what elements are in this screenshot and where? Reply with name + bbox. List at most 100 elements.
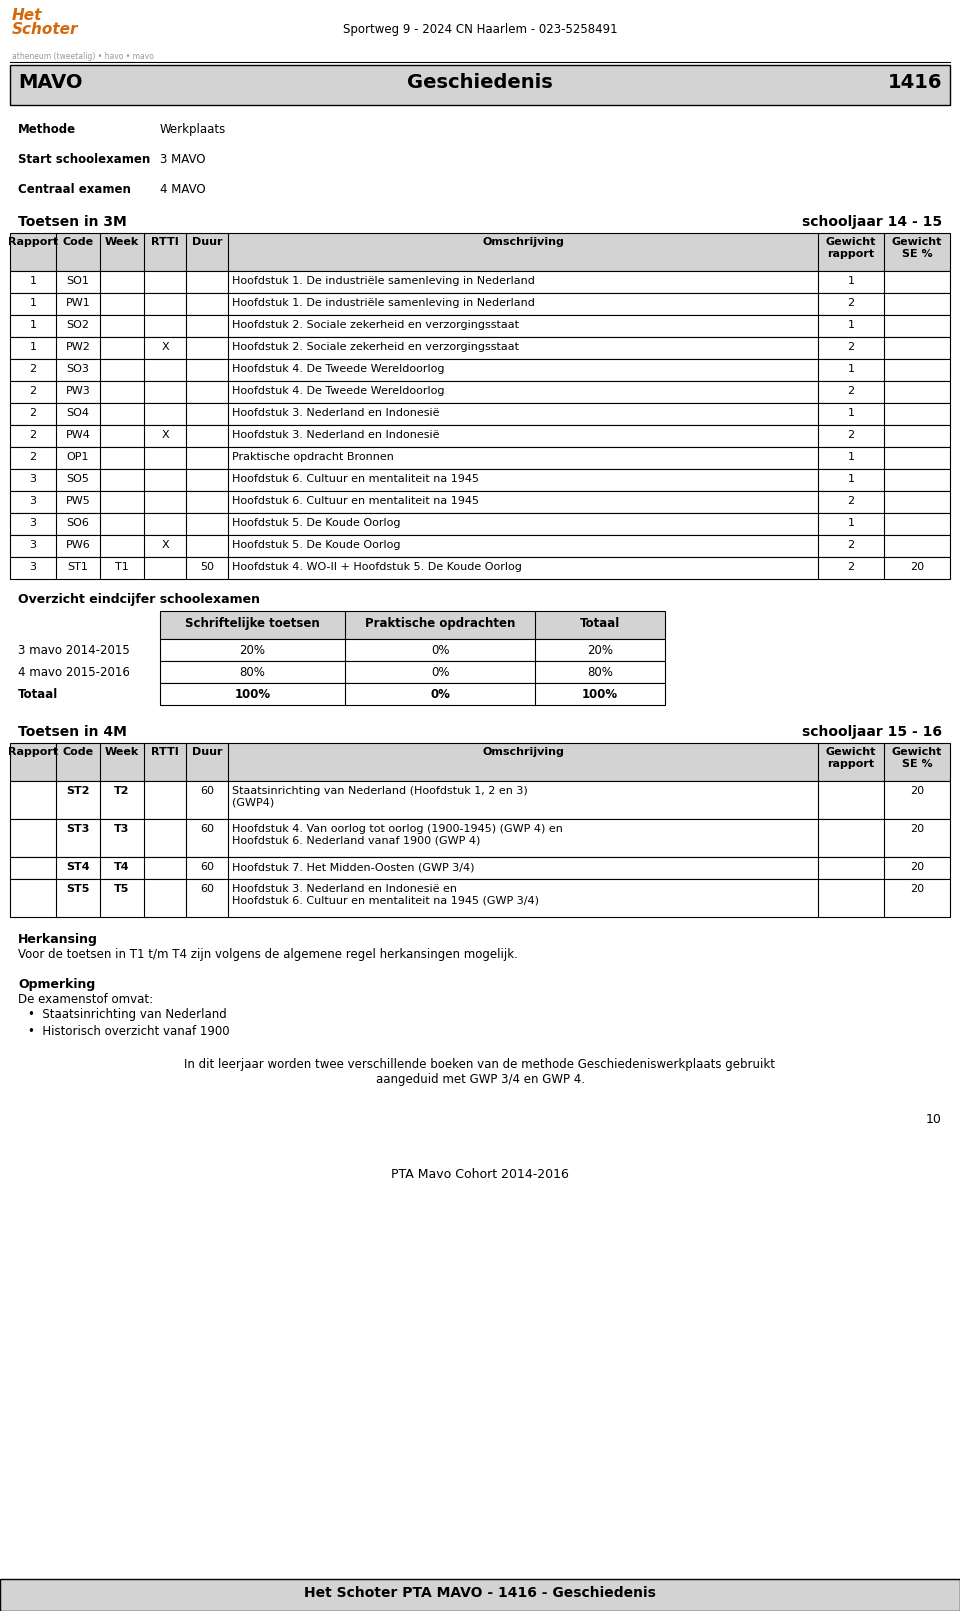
Bar bbox=[160, 611, 665, 640]
Bar bbox=[10, 491, 950, 512]
Text: schooljaar 14 - 15: schooljaar 14 - 15 bbox=[802, 214, 942, 229]
Text: T5: T5 bbox=[114, 884, 130, 894]
Text: Het Schoter PTA MAVO - 1416 - Geschiedenis: Het Schoter PTA MAVO - 1416 - Geschieden… bbox=[304, 1585, 656, 1600]
Bar bbox=[10, 234, 950, 271]
Text: Gewicht
rapport: Gewicht rapport bbox=[826, 237, 876, 259]
Text: 2: 2 bbox=[30, 408, 36, 417]
Text: Totaal: Totaal bbox=[18, 688, 59, 701]
Text: Overzicht eindcijfer schoolexamen: Overzicht eindcijfer schoolexamen bbox=[18, 593, 260, 606]
Polygon shape bbox=[5, 5, 38, 48]
Text: Hoofdstuk 5. De Koude Oorlog: Hoofdstuk 5. De Koude Oorlog bbox=[232, 540, 400, 549]
Text: 1: 1 bbox=[848, 474, 854, 483]
Bar bbox=[10, 359, 950, 380]
Text: 3: 3 bbox=[30, 496, 36, 506]
Text: Hoofdstuk 3. Nederland en Indonesië: Hoofdstuk 3. Nederland en Indonesië bbox=[232, 408, 440, 417]
Bar bbox=[10, 337, 950, 359]
Text: 1: 1 bbox=[30, 275, 36, 287]
Text: T3: T3 bbox=[114, 823, 130, 834]
Text: X: X bbox=[161, 430, 169, 440]
Bar bbox=[10, 316, 950, 337]
Text: 3: 3 bbox=[30, 562, 36, 572]
Text: ST1: ST1 bbox=[67, 562, 88, 572]
Text: PW6: PW6 bbox=[65, 540, 90, 549]
Text: 0%: 0% bbox=[430, 688, 450, 701]
Bar bbox=[10, 271, 950, 293]
Bar bbox=[10, 743, 950, 781]
Text: 3: 3 bbox=[30, 519, 36, 528]
Text: 2: 2 bbox=[848, 430, 854, 440]
Text: RTTI: RTTI bbox=[151, 748, 179, 757]
Text: Duur: Duur bbox=[192, 237, 223, 246]
Text: Schoter: Schoter bbox=[12, 23, 79, 37]
Text: schooljaar 15 - 16: schooljaar 15 - 16 bbox=[802, 725, 942, 739]
Text: Werkplaats: Werkplaats bbox=[160, 122, 227, 135]
Text: atheneum (tweetalig) • havo • mavo: atheneum (tweetalig) • havo • mavo bbox=[12, 52, 154, 61]
Text: 100%: 100% bbox=[582, 688, 618, 701]
Text: 1: 1 bbox=[30, 298, 36, 308]
Text: X: X bbox=[161, 540, 169, 549]
Text: 1: 1 bbox=[848, 408, 854, 417]
Text: PW5: PW5 bbox=[65, 496, 90, 506]
Text: •  Staatsinrichting van Nederland: • Staatsinrichting van Nederland bbox=[28, 1008, 227, 1021]
Text: 1: 1 bbox=[848, 453, 854, 462]
Text: X: X bbox=[161, 342, 169, 351]
Bar bbox=[10, 512, 950, 535]
Text: 20: 20 bbox=[910, 862, 924, 872]
Text: 1: 1 bbox=[848, 275, 854, 287]
Text: 2: 2 bbox=[848, 342, 854, 351]
Text: Hoofdstuk 1. De industriële samenleving in Nederland: Hoofdstuk 1. De industriële samenleving … bbox=[232, 275, 535, 287]
Text: Totaal: Totaal bbox=[580, 617, 620, 630]
Text: Schriftelijke toetsen: Schriftelijke toetsen bbox=[185, 617, 320, 630]
Text: PTA Mavo Cohort 2014-2016: PTA Mavo Cohort 2014-2016 bbox=[391, 1168, 569, 1181]
Text: Gewicht
SE %: Gewicht SE % bbox=[892, 237, 942, 259]
Bar bbox=[10, 446, 950, 469]
Bar bbox=[10, 535, 950, 557]
Text: 2: 2 bbox=[848, 496, 854, 506]
Text: 2: 2 bbox=[848, 562, 854, 572]
Text: T4: T4 bbox=[114, 862, 130, 872]
Text: ST5: ST5 bbox=[66, 884, 89, 894]
Text: Hoofdstuk 2. Sociale zekerheid en verzorgingsstaat: Hoofdstuk 2. Sociale zekerheid en verzor… bbox=[232, 321, 519, 330]
Text: Hoofdstuk 6. Cultuur en mentaliteit na 1945: Hoofdstuk 6. Cultuur en mentaliteit na 1… bbox=[232, 474, 479, 483]
Text: 1416: 1416 bbox=[887, 72, 942, 92]
Text: Week: Week bbox=[105, 237, 139, 246]
Text: 60: 60 bbox=[200, 786, 214, 796]
Bar bbox=[0, 1579, 960, 1611]
Text: SO6: SO6 bbox=[66, 519, 89, 528]
Text: T2: T2 bbox=[114, 786, 130, 796]
Text: 3 MAVO: 3 MAVO bbox=[160, 153, 205, 166]
Bar bbox=[160, 683, 665, 706]
Text: Code: Code bbox=[62, 237, 93, 246]
Text: Hoofdstuk 4. De Tweede Wereldoorlog: Hoofdstuk 4. De Tweede Wereldoorlog bbox=[232, 364, 444, 374]
Text: De examenstof omvat:: De examenstof omvat: bbox=[18, 992, 154, 1005]
Text: Hoofdstuk 4. WO-II + Hoofdstuk 5. De Koude Oorlog: Hoofdstuk 4. WO-II + Hoofdstuk 5. De Kou… bbox=[232, 562, 522, 572]
Text: 20: 20 bbox=[910, 786, 924, 796]
Text: 2: 2 bbox=[30, 364, 36, 374]
Bar bbox=[10, 403, 950, 425]
Bar bbox=[10, 880, 950, 917]
Text: 2: 2 bbox=[848, 540, 854, 549]
Text: 1: 1 bbox=[848, 519, 854, 528]
Text: 2: 2 bbox=[30, 430, 36, 440]
Text: SO2: SO2 bbox=[66, 321, 89, 330]
Text: 50: 50 bbox=[200, 562, 214, 572]
Text: 3: 3 bbox=[30, 474, 36, 483]
Text: 2: 2 bbox=[30, 453, 36, 462]
Text: Praktische opdracht Bronnen: Praktische opdracht Bronnen bbox=[232, 453, 394, 462]
Text: Hoofdstuk 3. Nederland en Indonesië en
Hoofdstuk 6. Cultuur en mentaliteit na 19: Hoofdstuk 3. Nederland en Indonesië en H… bbox=[232, 884, 539, 905]
Bar bbox=[10, 64, 950, 105]
Text: PW4: PW4 bbox=[65, 430, 90, 440]
Text: Omschrijving: Omschrijving bbox=[482, 237, 564, 246]
Text: Praktische opdrachten: Praktische opdrachten bbox=[365, 617, 516, 630]
Text: SO5: SO5 bbox=[66, 474, 89, 483]
Text: 20: 20 bbox=[910, 562, 924, 572]
Text: Toetsen in 4M: Toetsen in 4M bbox=[18, 725, 127, 739]
Bar bbox=[10, 293, 950, 316]
Text: 20: 20 bbox=[910, 884, 924, 894]
Text: 80%: 80% bbox=[240, 665, 265, 678]
Text: Het: Het bbox=[12, 8, 42, 23]
Text: 1: 1 bbox=[30, 342, 36, 351]
Text: 20: 20 bbox=[910, 823, 924, 834]
Text: PW2: PW2 bbox=[65, 342, 90, 351]
Text: Hoofdstuk 4. De Tweede Wereldoorlog: Hoofdstuk 4. De Tweede Wereldoorlog bbox=[232, 387, 444, 396]
